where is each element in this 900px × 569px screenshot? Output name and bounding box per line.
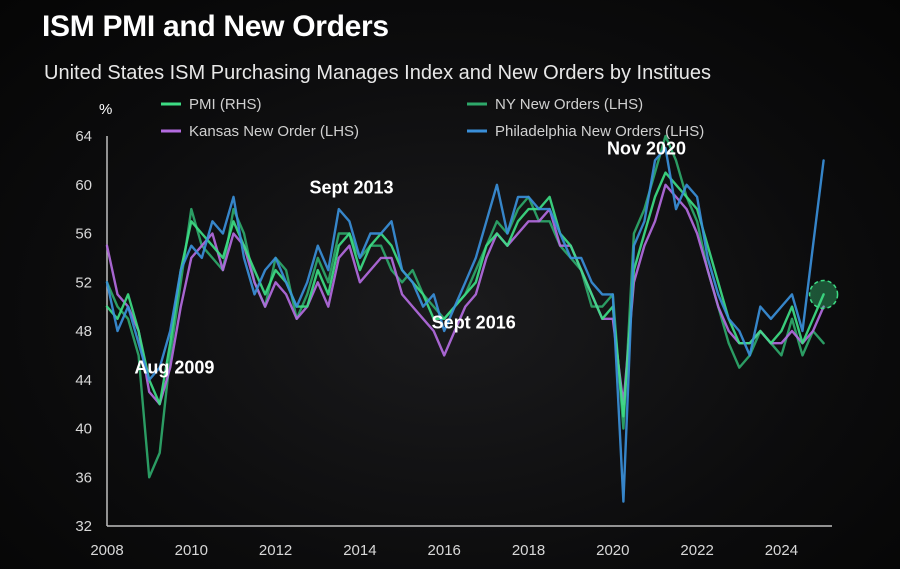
annotation-label: Aug 2009: [134, 358, 214, 378]
y-unit-label: %: [99, 101, 112, 118]
y-tick-label: 60: [75, 177, 92, 194]
x-tick-labels: 2008 2010 2012 2014 2016 2018 2020 2022 2024: [90, 542, 798, 559]
annotation-label: Sept 2013: [309, 177, 393, 197]
legend-label: NY New Orders (LHS): [495, 96, 643, 113]
annotations: Aug 2009 Sept 2013 Sept 2016 Nov 2020: [134, 138, 686, 377]
annotation-label: Sept 2016: [432, 313, 516, 333]
x-tick-label: 2022: [680, 542, 713, 559]
y-tick-label: 52: [75, 274, 92, 291]
y-tick-label: 36: [75, 469, 92, 486]
legend-label: Kansas New Order (LHS): [189, 123, 359, 140]
end-marker: [808, 279, 839, 310]
x-tick-label: 2014: [343, 542, 376, 559]
x-tick-label: 2012: [259, 542, 292, 559]
y-tick-label: 32: [75, 518, 92, 535]
legend: PMI (RHS) NY New Orders (LHS) Kansas New O…: [161, 96, 704, 140]
series-lines: [105, 134, 825, 503]
x-tick-label: 2016: [428, 542, 461, 559]
y-tick-label: 64: [75, 128, 92, 145]
x-tick-label: 2020: [596, 542, 629, 559]
x-tick-label: 2018: [512, 542, 545, 559]
x-tick-label: 2024: [765, 542, 798, 559]
y-tick-label: 44: [75, 372, 92, 389]
chart-title: ISM PMI and New Orders: [42, 10, 389, 43]
annotation-label: Nov 2020: [607, 138, 686, 158]
x-tick-label: 2008: [90, 542, 123, 559]
y-tick-label: 56: [75, 226, 92, 243]
series-line: [105, 183, 825, 406]
legend-label: Philadelphia New Orders (LHS): [495, 123, 704, 140]
y-tick-label: 40: [75, 421, 92, 438]
axes: [106, 136, 832, 527]
series-line: [105, 147, 825, 503]
chart-subtitle: United States ISM Purchasing Manages Ind…: [44, 62, 712, 84]
x-tick-label: 2010: [175, 542, 208, 559]
y-tick-label: 48: [75, 323, 92, 340]
series-line: [105, 171, 825, 418]
y-tick-labels: 32 36 40 44 48 52 56 60 64: [75, 128, 92, 535]
legend-label: PMI (RHS): [189, 96, 262, 113]
